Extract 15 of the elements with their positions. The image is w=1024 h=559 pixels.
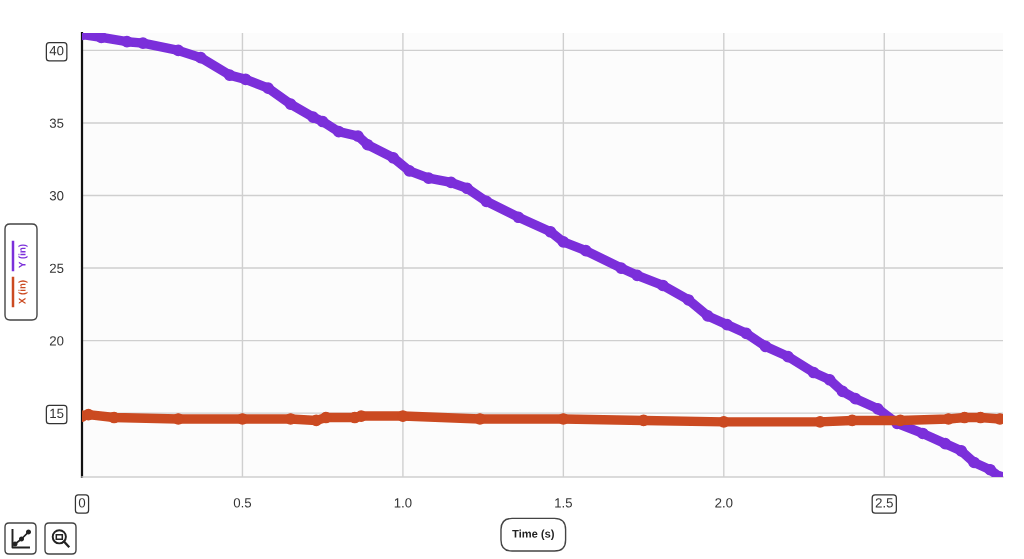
x-tick-label: 2.0 (715, 498, 733, 508)
y-tick-label: 15 (50, 408, 64, 419)
x-tick-label: 0 (78, 498, 86, 508)
y-tick-label: 30 (49, 191, 64, 201)
x-tick-label: 2.5 (875, 498, 893, 508)
text: X (in) (18, 280, 28, 305)
x-tick-label: 0.5 (233, 498, 252, 508)
x-tick-label: 1.0 (394, 498, 412, 508)
y-tick-label: 35 (49, 118, 64, 128)
y-tick-label: 25 (49, 263, 64, 273)
y-tick-label: 20 (49, 336, 64, 346)
text: Y (in) (18, 244, 28, 268)
y-tick-label: 40 (49, 45, 64, 56)
x-tick-label: 1.5 (555, 498, 572, 508)
x-axis-title: Time (s) (512, 529, 554, 540)
